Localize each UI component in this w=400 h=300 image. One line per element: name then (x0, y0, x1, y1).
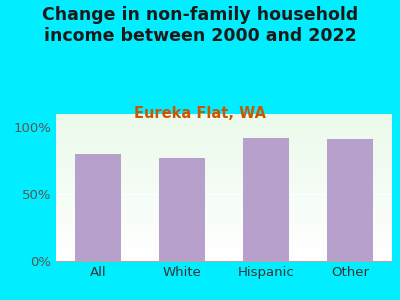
Text: Eureka Flat, WA: Eureka Flat, WA (134, 106, 266, 122)
Bar (243, 138, 289, 261)
Bar (327, 140, 373, 261)
Bar (75, 154, 121, 261)
Bar (159, 158, 205, 261)
Text: Change in non-family household
income between 2000 and 2022: Change in non-family household income be… (42, 6, 358, 45)
